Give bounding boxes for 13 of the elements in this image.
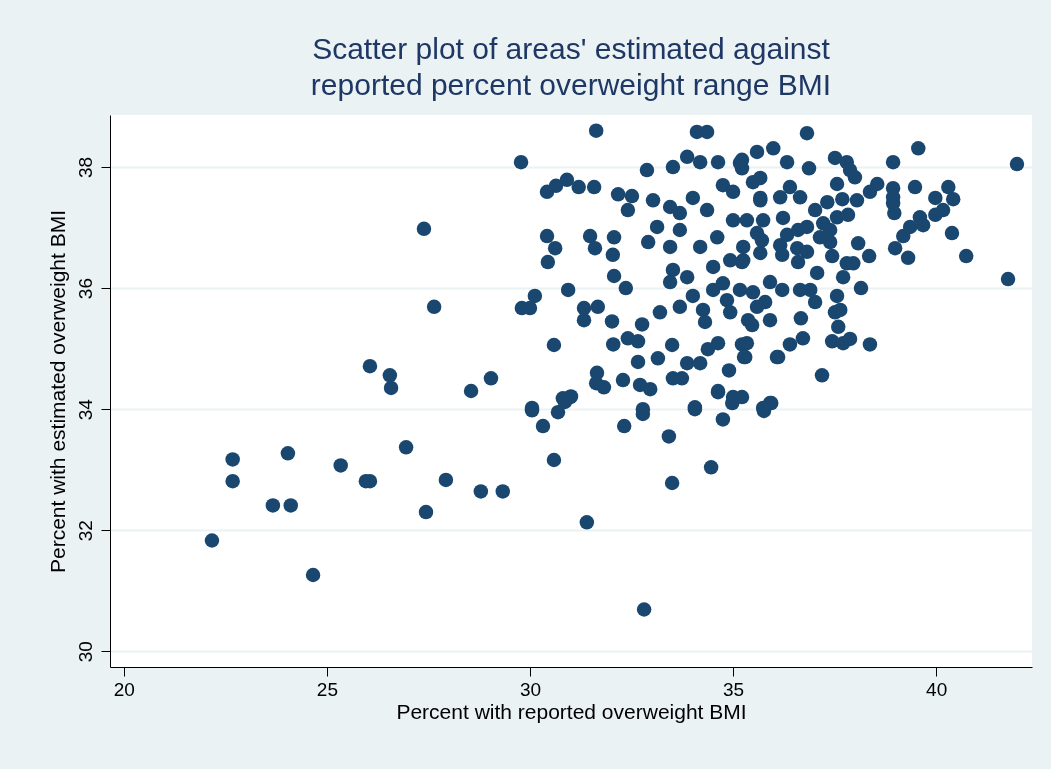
x-tick-label: 25 — [316, 678, 338, 700]
y-tick-label: 30 — [74, 641, 96, 663]
y-axis-title: Percent with estimated overweight BMI — [45, 210, 69, 573]
y-tick-label: 36 — [74, 278, 96, 300]
y-tick-label: 32 — [74, 520, 96, 542]
x-tick-label: 40 — [926, 678, 948, 700]
x-tick-label: 20 — [113, 678, 135, 700]
y-tick-label: 34 — [74, 398, 96, 421]
x-tick-label: 30 — [519, 678, 542, 700]
chart-title: Scatter plot of areas' estimated against reported percent overweight range BMI — [310, 32, 832, 101]
x-axis-title: Percent with reported overweight BMI — [396, 699, 747, 723]
y-tick-label: 38 — [74, 156, 96, 179]
x-tick-label: 35 — [722, 678, 745, 700]
